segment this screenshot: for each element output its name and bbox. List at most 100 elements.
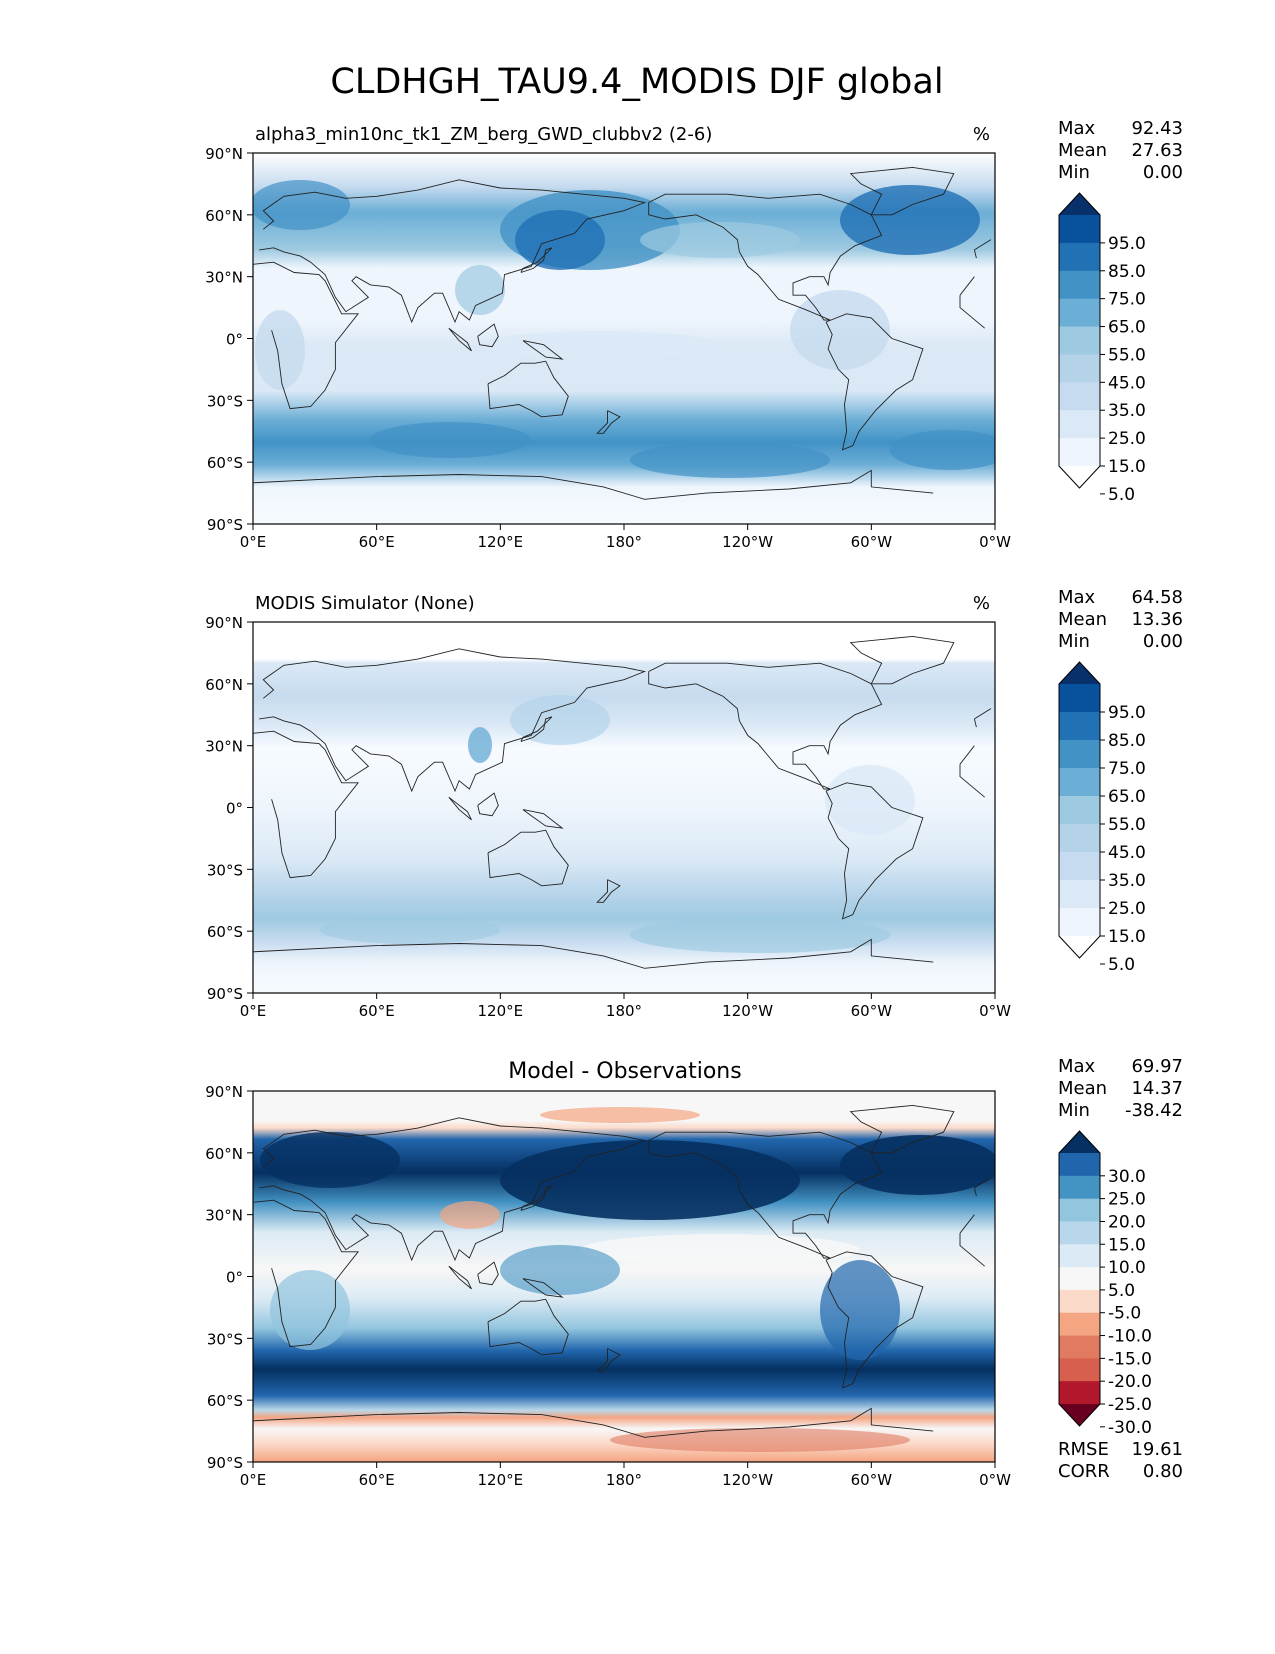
lon-tick-label: 120°W [722, 1471, 773, 1489]
lat-tick-label: 30°N [205, 269, 243, 287]
reference-lat-ticks: 90°N 60°N 30°N 0° 30°S 60°S 90°S [205, 614, 253, 1003]
coastline [253, 1199, 985, 1348]
colorbar-label: 75.0 [1108, 290, 1146, 310]
reference-colorbar: 95.0 85.0 75.0 65.0 55.0 45.0 35.0 25.0 15.0 5.0 [1058, 661, 1146, 975]
stat-label: Max [1058, 118, 1096, 139]
coastline [487, 360, 569, 418]
coastline [253, 1407, 934, 1438]
colorbar-segment [1059, 215, 1100, 244]
coastline [259, 648, 992, 793]
stat-value: 14.37 [1131, 1078, 1183, 1099]
colorbar-label: -30.0 [1108, 1418, 1152, 1438]
colorbar-label: 5.0 [1108, 485, 1135, 505]
lat-tick-label: 90°N [205, 614, 243, 632]
colorbar-segment [1059, 298, 1100, 328]
reference-panel-title: MODIS Simulator (None) [255, 593, 475, 614]
test-colorbar: 95.0 85.0 75.0 65.0 55.0 45.0 35.0 25.0 15.0 5.0 [1058, 192, 1146, 505]
colorbar-label: 30.0 [1108, 1167, 1146, 1187]
lat-tick-label: 90°S [207, 985, 243, 1003]
colorbar-label: 35.0 [1108, 401, 1146, 421]
lon-tick-label: 180° [606, 1002, 642, 1020]
lat-tick-label: 30°S [207, 1330, 243, 1348]
coastline [448, 1265, 472, 1290]
coastline [520, 716, 553, 742]
colorbar-segment [1059, 908, 1100, 937]
colorbar-segment [1059, 1244, 1100, 1268]
stat-value: 0.80 [1143, 1461, 1183, 1482]
colorbar-extend-top [1059, 662, 1100, 684]
stat-label: Mean [1058, 140, 1107, 161]
test-panel: alpha3_min10nc_tk1_ZM_berg_GWD_clubbv2 (… [205, 118, 1183, 551]
lon-tick-label: 0°E [240, 1002, 267, 1020]
colorbar-segment [1059, 438, 1100, 467]
coastline [487, 1298, 569, 1356]
colorbar-segment [1059, 354, 1100, 383]
test-coastlines [253, 166, 992, 500]
colorbar-label: 10.0 [1108, 1258, 1146, 1278]
colorbar-segment [1059, 824, 1100, 853]
colorbar-label: 25.0 [1108, 899, 1146, 919]
coastline [648, 662, 883, 790]
colorbar-label: 95.0 [1108, 703, 1146, 723]
coastline [849, 166, 955, 216]
coastline [253, 730, 985, 879]
reference-panel-units: % [973, 593, 990, 614]
coastline [520, 247, 553, 273]
colorbar-segment [1059, 1335, 1100, 1359]
colorbar-label: 15.0 [1108, 927, 1146, 947]
difference-colorbar: 30.0 25.020.0 15.0 10.0 5.0 -5.0 -10.0-15.0 -20… [1058, 1130, 1152, 1438]
lat-tick-label: 60°N [205, 207, 243, 225]
lon-tick-label: 0°W [979, 1002, 1011, 1020]
stat-value: -38.42 [1125, 1100, 1183, 1121]
colorbar-label: -25.0 [1108, 1395, 1152, 1415]
lon-tick-label: 60°W [851, 1471, 893, 1489]
colorbar-extend-bottom [1059, 936, 1100, 958]
lat-tick-label: 0° [226, 331, 243, 349]
lon-tick-label: 120°E [478, 533, 524, 551]
stat-label: Min [1058, 631, 1090, 652]
colorbar-label: 95.0 [1108, 234, 1146, 254]
coastline [825, 1251, 924, 1389]
coastline [477, 792, 499, 817]
colorbar-label: 35.0 [1108, 871, 1146, 891]
colorbar-segment [1059, 684, 1100, 713]
lat-tick-label: 0° [226, 800, 243, 818]
colorbar-label: 25.0 [1108, 429, 1146, 449]
lat-tick-label: 30°N [205, 1207, 243, 1225]
lon-tick-label: 120°W [722, 1002, 773, 1020]
lon-tick-label: 120°W [722, 533, 773, 551]
colorbar-label: 45.0 [1108, 843, 1146, 863]
coastline [477, 323, 499, 348]
stat-value: 0.00 [1143, 631, 1183, 652]
coastline [522, 1278, 564, 1298]
lat-tick-label: 60°S [207, 454, 243, 472]
colorbar-segment [1059, 326, 1100, 355]
stat-label: Min [1058, 1100, 1090, 1121]
colorbar-label: 15.0 [1108, 1235, 1146, 1255]
colorbar-label: -10.0 [1108, 1327, 1152, 1347]
coastline [477, 1261, 499, 1286]
reference-panel: MODIS Simulator (None) % 90°N 60°N 30°N 0° 3… [205, 587, 1183, 1020]
coastline [522, 340, 564, 360]
coastline [825, 782, 924, 920]
lon-tick-label: 0°W [979, 533, 1011, 551]
colorbar-segment [1059, 740, 1100, 769]
coastline [259, 1117, 992, 1262]
colorbar-extend-top [1059, 1131, 1100, 1153]
colorbar-segment [1059, 1289, 1100, 1314]
colorbar-label: 5.0 [1108, 955, 1135, 975]
colorbar-segment [1059, 1153, 1100, 1177]
difference-stats: Max 69.97 Mean 14.37 Min -38.42 [1058, 1056, 1183, 1121]
colorbar-label: -5.0 [1108, 1304, 1141, 1324]
colorbar-segment [1059, 1198, 1100, 1222]
lat-tick-label: 30°S [207, 392, 243, 410]
coastline [253, 261, 985, 410]
stat-value: 92.43 [1131, 118, 1183, 139]
stat-value: 19.61 [1131, 1439, 1183, 1460]
colorbar-label: 65.0 [1108, 787, 1146, 807]
colorbar-label: -15.0 [1108, 1349, 1152, 1369]
colorbar-segment [1059, 1267, 1100, 1291]
lat-tick-label: 90°S [207, 1454, 243, 1472]
colorbar-label: 20.0 [1108, 1212, 1146, 1232]
